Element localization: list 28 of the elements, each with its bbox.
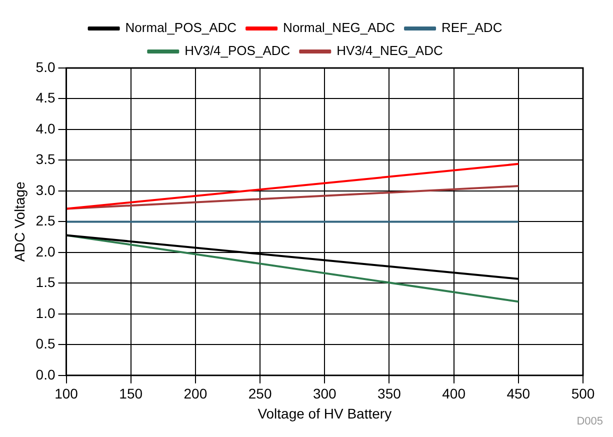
x-tick-label: 500 <box>571 386 595 402</box>
y-tick-label: 0.5 <box>36 336 56 352</box>
x-tick-label: 300 <box>312 386 337 402</box>
x-tick-label: 350 <box>378 386 402 402</box>
x-axis-title: Voltage of HV Battery <box>258 405 392 422</box>
text: D005 <box>576 416 603 428</box>
legend-label: Normal_NEG_ADC <box>283 20 396 36</box>
y-tick-label: 3.5 <box>36 151 56 168</box>
x-tick-label: 200 <box>184 386 208 402</box>
x-tick-label: 400 <box>442 386 466 402</box>
legend-label: Normal_POS_ADC <box>125 20 237 36</box>
x-tick-label: 450 <box>506 386 530 402</box>
legend-label: HV3/4_NEG_ADC <box>336 43 443 58</box>
y-tick-label: 1.0 <box>36 304 56 321</box>
y-tick-label: 2.5 <box>36 212 56 229</box>
y-tick-label: 4.0 <box>36 120 56 136</box>
y-tick-label: 4.5 <box>36 90 56 106</box>
y-axis-title: ADC Voltage <box>11 181 28 262</box>
x-tick-label: 150 <box>119 386 143 402</box>
legend-label: REF_ADC <box>442 20 502 36</box>
y-tick-label: 3.0 <box>36 182 56 198</box>
x-tick-label: 100 <box>54 386 78 402</box>
y-tick-label: 1.5 <box>36 274 56 290</box>
x-tick-label: 250 <box>248 386 272 402</box>
y-tick-label: 0.0 <box>36 366 56 382</box>
legend-label: HV3/4_POS_ADC <box>184 43 290 58</box>
y-tick-label: 2.0 <box>36 243 56 260</box>
y-tick-label: 5.0 <box>36 58 56 75</box>
